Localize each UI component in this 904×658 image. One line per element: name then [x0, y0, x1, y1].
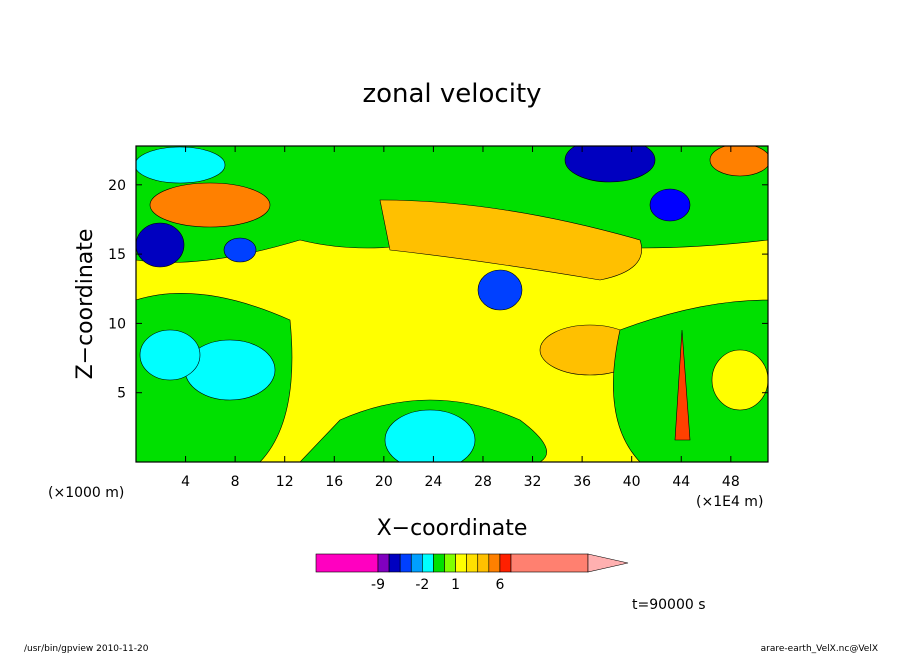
x-tick-label: 40	[623, 474, 641, 490]
colorbar-segment	[510, 553, 589, 573]
x-tick-label: 36	[573, 474, 591, 490]
x-tick-label: 4	[181, 474, 190, 490]
y-tick-label: 5	[117, 386, 126, 402]
colorbar-segment	[315, 553, 379, 573]
x-tick-label: 48	[722, 474, 740, 490]
colorbar-segment	[455, 553, 467, 573]
footer-left: /usr/bin/gpview 2010-11-20	[24, 644, 149, 654]
colorbar: -9 -2 1 6	[315, 553, 629, 593]
x-tick-label: 28	[474, 474, 492, 490]
colorbar-segment	[488, 553, 501, 573]
colorbar-tick-label: 1	[451, 577, 460, 593]
y-axis-label: Z−coordinate	[73, 229, 98, 380]
colorbar-segment	[433, 553, 445, 573]
x-unit: (×1E4 m)	[696, 494, 763, 510]
time-label: t=90000 s	[632, 597, 706, 613]
y-tick-label: 10	[108, 316, 126, 332]
colorbar-tick-label: 6	[495, 577, 504, 593]
colorbar-segment	[499, 553, 512, 573]
x-axis-label: X−coordinate	[377, 516, 528, 541]
colorbar-segment	[377, 553, 390, 573]
contour-field	[136, 146, 768, 462]
footer-right: arare-earth_VelX.nc@VelX	[761, 644, 878, 654]
y-tick-label: 15	[108, 247, 126, 263]
colorbar-segment	[388, 553, 401, 573]
x-tick-label: 32	[524, 474, 542, 490]
x-tick-label: 12	[276, 474, 294, 490]
x-tick-label: 8	[231, 474, 240, 490]
colorbar-segment	[477, 553, 490, 573]
x-tick-label: 16	[325, 474, 343, 490]
colorbar-segment	[422, 553, 434, 573]
x-tick-label: 20	[375, 474, 393, 490]
plot-frame	[135, 145, 769, 463]
colorbar-segment	[399, 553, 412, 573]
colorbar-segment	[444, 553, 456, 573]
x-tick-label: 24	[424, 474, 442, 490]
colorbar-tick-label: -9	[371, 577, 385, 593]
x-tick-label: 44	[672, 474, 690, 490]
colorbar-segment	[410, 553, 423, 573]
colorbar-tick-label: -2	[415, 577, 429, 593]
chart-title: zonal velocity	[362, 79, 541, 109]
colorbar-segment	[466, 553, 479, 573]
x-unit-note: (×1000 m)	[48, 485, 124, 501]
colorbar-extend	[587, 553, 629, 573]
y-tick-label: 20	[108, 178, 126, 194]
